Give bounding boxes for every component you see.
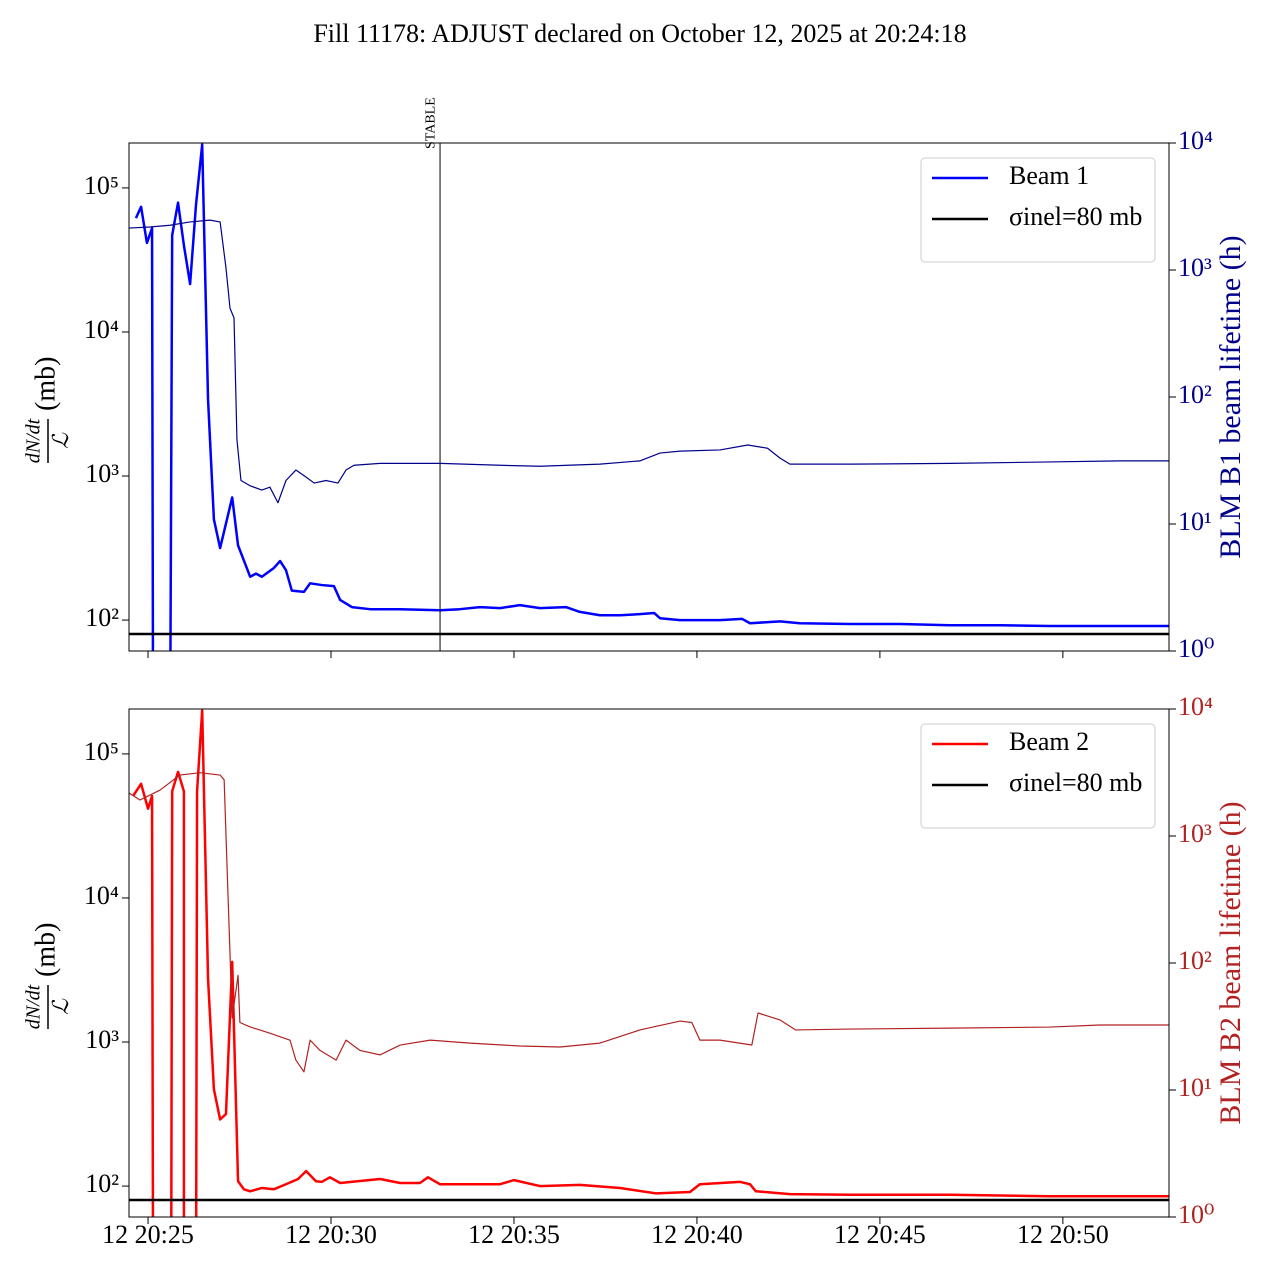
y-axis-label: dN/dt ℒ (mb) [23, 357, 73, 464]
y-tick-label: 10² [85, 1169, 119, 1198]
y2-tick-label: 10² [1178, 380, 1212, 409]
x-tick-label: 12 20:45 [834, 1220, 926, 1249]
legend-label: σinel=80 mb [1009, 768, 1142, 797]
y2-tick-label: 10⁴ [1178, 692, 1213, 721]
x-tick-label: 12 20:50 [1017, 1220, 1109, 1249]
legend-label: Beam 2 [1009, 727, 1089, 756]
y-tick-label: 10⁴ [84, 315, 119, 344]
y-tick-label: 10⁵ [84, 737, 119, 766]
y-label-unit: (mb) [30, 357, 61, 411]
y-axis-label: dN/dt ℒ (mb) [23, 923, 73, 1030]
x-tick-label: 12 20:25 [102, 1220, 194, 1249]
y2-axis-label: BLM B2 beam lifetime (h) [1214, 801, 1247, 1124]
plot-area [129, 143, 1169, 651]
y2-tick-label: 10¹ [1178, 507, 1212, 536]
legend-box [920, 723, 1156, 829]
y-label-numerator: dN/dt [23, 418, 45, 463]
x-tick-label: 12 20:35 [468, 1220, 560, 1249]
legend-label: σinel=80 mb [1009, 202, 1142, 231]
legend-box [920, 157, 1156, 263]
plot-area [129, 709, 1169, 1217]
lifetime-line [129, 219, 1169, 504]
y-label-unit: (mb) [30, 923, 61, 977]
series-line [134, 143, 1169, 651]
y2-tick-label: 10² [1178, 946, 1212, 975]
figure-title: Fill 11178: ADJUST declared on October 1… [313, 19, 966, 48]
y-label-denominator: ℒ [48, 432, 73, 449]
series-line [131, 709, 1169, 1217]
annotation-label: STABLE [423, 97, 438, 149]
y2-tick-label: 10⁰ [1178, 1200, 1214, 1229]
y-tick-label: 10³ [85, 1025, 119, 1054]
y-label-denominator: ℒ [48, 998, 73, 1015]
y2-tick-label: 10¹ [1178, 1073, 1212, 1102]
lifetime-line [129, 772, 1169, 1073]
y2-tick-label: 10⁴ [1178, 126, 1213, 155]
y-tick-label: 10⁴ [84, 881, 119, 910]
legend-label: Beam 1 [1009, 161, 1089, 190]
y2-tick-label: 10³ [1178, 819, 1212, 848]
y2-tick-label: 10³ [1178, 253, 1212, 282]
y2-tick-label: 10⁰ [1178, 634, 1214, 663]
y-tick-label: 10² [85, 603, 119, 632]
y-tick-label: 10³ [85, 459, 119, 488]
x-tick-label: 12 20:40 [651, 1220, 743, 1249]
y-label-numerator: dN/dt [23, 984, 45, 1029]
plot-frame [128, 708, 1170, 1218]
x-tick-label: 12 20:30 [285, 1220, 377, 1249]
y-tick-label: 10⁵ [84, 171, 119, 200]
y2-axis-label: BLM B1 beam lifetime (h) [1214, 235, 1247, 558]
plot-frame [128, 142, 1170, 652]
